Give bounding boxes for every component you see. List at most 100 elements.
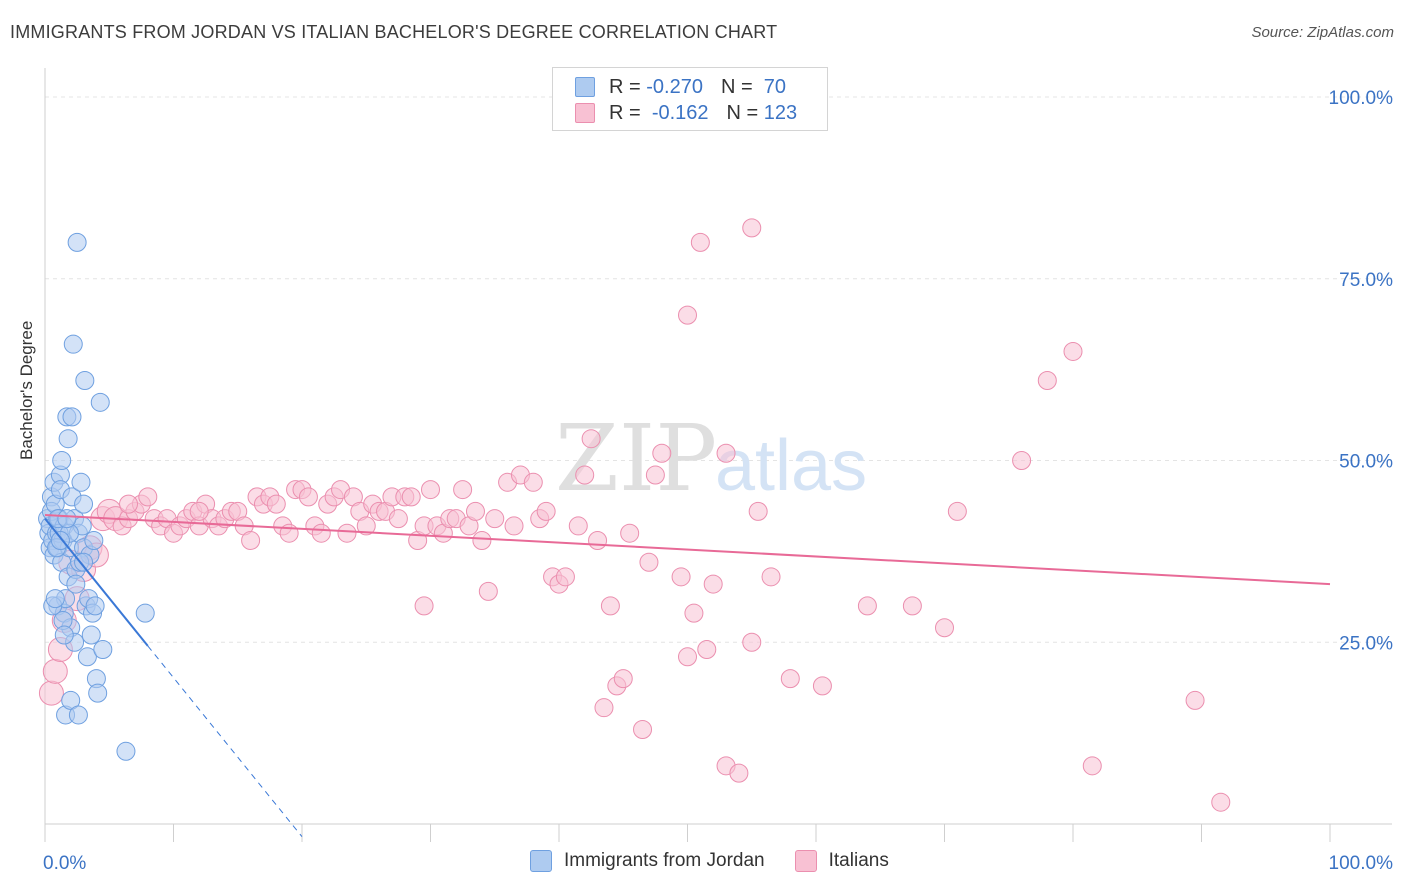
jordan-point xyxy=(58,429,78,449)
italians-point xyxy=(652,443,672,463)
italians-point xyxy=(575,465,595,485)
y-axis-label: Bachelor's Degree xyxy=(17,320,36,460)
watermark-atlas: atlas xyxy=(715,426,867,506)
italians-point xyxy=(337,523,357,543)
jordan-point xyxy=(62,407,82,427)
legend-label-jordan: Immigrants from Jordan xyxy=(564,850,765,871)
italians-point xyxy=(857,596,877,616)
italians-point xyxy=(478,581,498,601)
jordan-swatch xyxy=(575,77,595,97)
italians-point xyxy=(600,596,620,616)
italians-point xyxy=(645,465,665,485)
italians-point xyxy=(523,472,543,492)
trend-lines xyxy=(44,514,1331,838)
italians-point xyxy=(703,574,723,594)
jordan-point xyxy=(81,625,101,645)
jordan-point xyxy=(63,334,83,354)
jordan-point xyxy=(75,371,95,391)
italians-point xyxy=(902,596,922,616)
watermark: ZIP atlas xyxy=(555,405,867,512)
italians-point xyxy=(453,480,473,500)
jordan-point xyxy=(90,392,110,412)
italians-point xyxy=(138,487,158,507)
italians-point xyxy=(241,530,261,550)
r-label: R = xyxy=(609,75,641,98)
italians-point xyxy=(729,763,749,783)
x-tick-label: 100.0% xyxy=(1329,853,1394,874)
chart-title: IMMIGRANTS FROM JORDAN VS ITALIAN BACHEL… xyxy=(10,22,778,42)
jordan-point xyxy=(85,596,105,616)
axes xyxy=(44,68,1392,842)
n-value: 123 xyxy=(763,101,798,124)
jordan-swatch xyxy=(530,850,552,872)
italians-point xyxy=(356,516,376,536)
italians-point xyxy=(690,232,710,252)
legend-label-italians: Italians xyxy=(828,850,889,871)
italians-point xyxy=(742,218,762,238)
jordan-point xyxy=(116,741,136,761)
jordan-point xyxy=(71,472,91,492)
jordan-point xyxy=(50,530,70,550)
r-value: -0.162 xyxy=(651,101,709,124)
italians-point xyxy=(555,567,575,587)
italians-point xyxy=(761,567,781,587)
correlation-legend: R = -0.270 N = 70 R = -0.162 N = 123 xyxy=(552,67,828,131)
legend-row-italians: R = -0.162 N = 123 xyxy=(575,101,797,125)
jordan-point xyxy=(66,574,86,594)
italians-point xyxy=(748,501,768,521)
jordan-point xyxy=(93,640,113,660)
italians-point xyxy=(568,516,588,536)
jordan-trend-line xyxy=(44,518,149,647)
italians-point xyxy=(594,698,614,718)
italians-point xyxy=(189,501,209,521)
italians-point xyxy=(1012,451,1032,470)
series-legend: Immigrants from Jordan Italians xyxy=(530,850,919,872)
italians-point xyxy=(716,443,736,463)
italians-point xyxy=(38,680,64,706)
italians-point xyxy=(1037,371,1057,391)
r-label: R = xyxy=(609,101,641,124)
italians-point xyxy=(678,305,697,325)
n-label: N = xyxy=(726,101,759,124)
r-value: -0.270 xyxy=(646,75,703,98)
italians-point xyxy=(311,523,331,543)
y-tick-label: 25.0% xyxy=(1339,633,1393,654)
italians-point xyxy=(935,618,954,638)
italians-point xyxy=(472,530,492,550)
italians-point xyxy=(42,658,68,684)
italians-point xyxy=(465,501,485,521)
italians-point xyxy=(671,567,691,587)
italians-point xyxy=(298,487,318,507)
italians-point xyxy=(678,647,697,667)
y-tick-label: 50.0% xyxy=(1339,452,1393,473)
italians-point xyxy=(401,487,421,507)
italians-point xyxy=(1082,756,1102,776)
legend-item-italians[interactable]: Italians xyxy=(794,850,889,872)
italians-point xyxy=(639,552,659,572)
italians-point xyxy=(485,509,505,529)
italians-swatch xyxy=(794,850,817,872)
italians-point xyxy=(414,596,434,616)
jordan-points xyxy=(38,232,155,761)
italians-points xyxy=(38,218,1231,812)
italians-point xyxy=(421,480,440,500)
italians-point xyxy=(613,669,633,689)
tick-labels: 25.0% 50.0% 75.0% 100.0% 0.0% 100.0% xyxy=(43,88,1393,874)
italians-point xyxy=(1063,341,1083,361)
italians-point xyxy=(581,429,601,449)
italians-point xyxy=(697,640,717,660)
y-tick-label: 75.0% xyxy=(1339,270,1393,291)
gridlines xyxy=(45,96,1392,643)
jordan-point xyxy=(135,603,155,623)
y-tick-label: 100.0% xyxy=(1329,88,1394,109)
italians-point xyxy=(1211,792,1231,812)
italians-point xyxy=(684,603,704,623)
jordan-point xyxy=(77,647,97,667)
jordan-trend-extension xyxy=(147,645,303,838)
jordan-point xyxy=(57,509,77,529)
jordan-point xyxy=(68,705,88,725)
legend-item-jordan[interactable]: Immigrants from Jordan xyxy=(530,850,765,872)
italians-point xyxy=(780,669,800,689)
italians-trend-line xyxy=(44,514,1331,586)
